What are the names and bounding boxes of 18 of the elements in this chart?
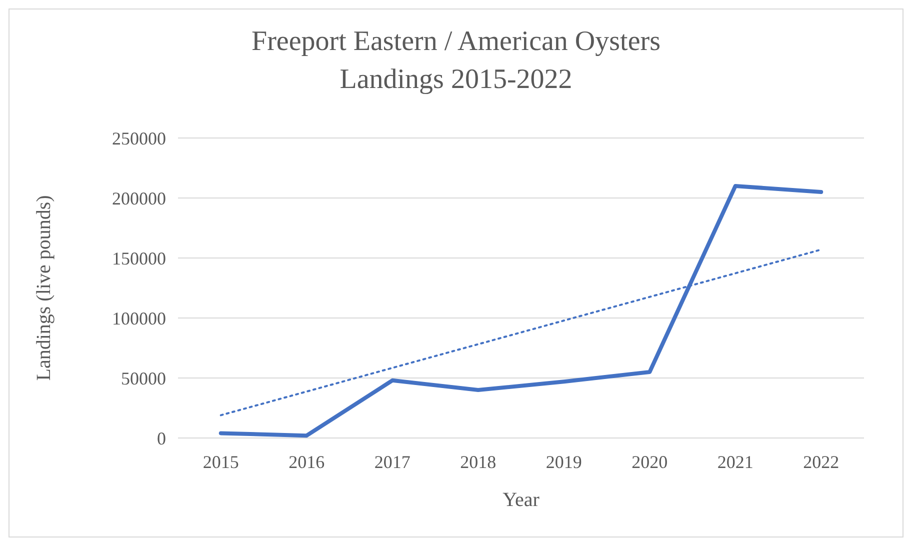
y-tick-label: 0 xyxy=(157,428,166,448)
x-tick-label: 2016 xyxy=(288,452,325,472)
y-tick-label: 200000 xyxy=(112,188,166,208)
x-axis-title: Year xyxy=(502,489,540,511)
x-tick-label: 2017 xyxy=(374,452,410,472)
x-tick-label: 2021 xyxy=(717,452,754,472)
x-tick-label: 2015 xyxy=(202,452,239,472)
y-tick-label: 250000 xyxy=(112,128,166,148)
y-tick-label: 100000 xyxy=(112,308,166,328)
y-tick-label: 50000 xyxy=(121,368,166,388)
x-tick-label: 2018 xyxy=(460,452,496,472)
x-tick-label: 2022 xyxy=(803,452,840,472)
chart-title: Freeport Eastern / American Oysters Landings 2015-2022 xyxy=(252,26,660,95)
line-series xyxy=(218,184,824,438)
x-tick-label: 2020 xyxy=(632,452,668,472)
y-tick-label: 150000 xyxy=(112,248,166,268)
y-axis-title: Landings (live pounds) xyxy=(33,195,55,381)
x-tick-label: 2019 xyxy=(546,452,582,472)
